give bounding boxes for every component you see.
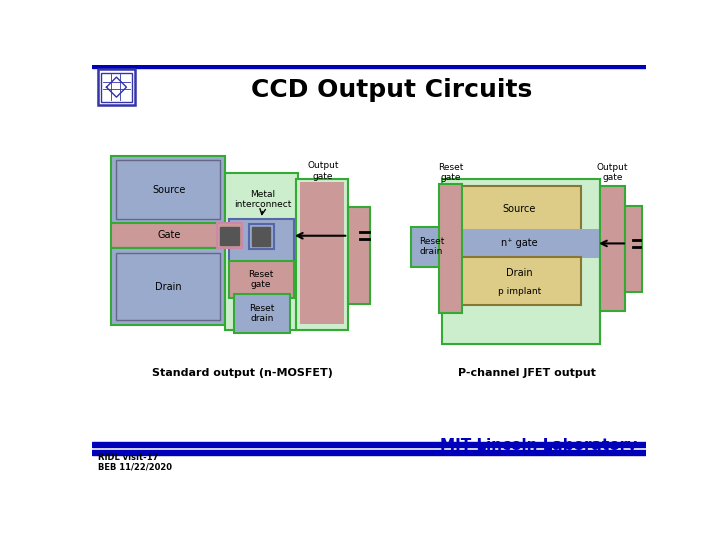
Bar [117, 160, 220, 219]
Bar [442, 179, 600, 345]
Bar [600, 186, 625, 311]
Bar [101, 72, 132, 102]
Bar [442, 229, 600, 258]
Text: Reset
gate: Reset gate [438, 163, 463, 183]
Text: Output
gate: Output gate [597, 163, 628, 183]
Bar [439, 184, 462, 313]
Bar [411, 226, 451, 267]
Text: MIT Lincoln Laboratory: MIT Lincoln Laboratory [440, 438, 637, 453]
Bar [117, 253, 220, 320]
Bar [300, 182, 343, 325]
Text: Source: Source [503, 204, 536, 214]
Text: n⁺ gate: n⁺ gate [501, 239, 537, 248]
Bar [111, 222, 253, 248]
Bar [348, 207, 370, 303]
Bar [92, 450, 647, 455]
Text: Drain: Drain [506, 268, 533, 279]
Bar [111, 248, 225, 325]
Text: Standard output (n-MOSFET): Standard output (n-MOSFET) [151, 368, 333, 378]
Text: p implant: p implant [498, 287, 541, 296]
Bar [249, 224, 274, 249]
Text: Source: Source [152, 185, 186, 194]
Text: BEB 11/22/2020: BEB 11/22/2020 [98, 462, 172, 471]
Text: Reset
drain: Reset drain [249, 304, 274, 323]
Text: Metal
interconnect: Metal interconnect [234, 190, 292, 209]
Bar [457, 257, 581, 305]
Bar [92, 442, 647, 448]
Text: Gate: Gate [157, 230, 181, 240]
Bar [457, 186, 581, 231]
Text: Output
gate: Output gate [307, 161, 338, 181]
Text: Drain: Drain [156, 281, 182, 292]
Bar [296, 179, 348, 330]
Bar [229, 261, 294, 298]
Text: Reset
drain: Reset drain [419, 237, 444, 256]
Bar [220, 226, 239, 245]
Bar [92, 65, 647, 68]
Bar [234, 294, 289, 333]
Bar [111, 156, 225, 224]
Bar [98, 70, 135, 105]
Bar [217, 224, 242, 248]
Text: P-channel JFET output: P-channel JFET output [458, 368, 595, 378]
Text: CCD Output Circuits: CCD Output Circuits [251, 78, 533, 102]
Text: RIDL visit-17: RIDL visit-17 [98, 453, 158, 462]
Bar [225, 173, 298, 330]
Bar [625, 206, 642, 292]
Text: Reset
gate: Reset gate [248, 270, 274, 289]
Bar [252, 227, 271, 246]
Bar [229, 219, 294, 264]
